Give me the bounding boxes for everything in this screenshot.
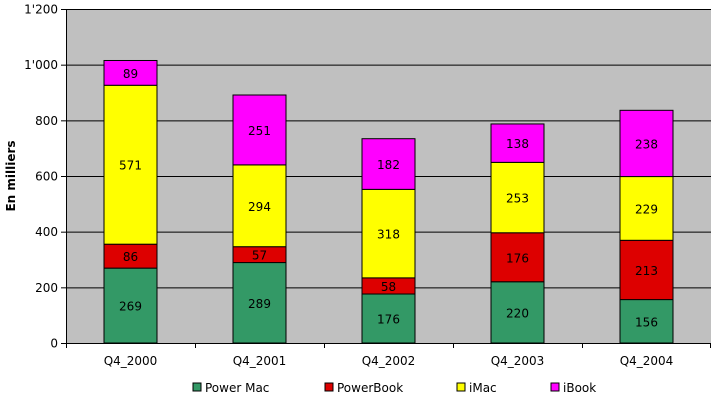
x-tick-label: Q4_2004 bbox=[620, 354, 674, 368]
bar-segment bbox=[361, 188, 416, 279]
bar-segment bbox=[232, 164, 287, 248]
data-label: 86 bbox=[123, 250, 138, 264]
bar-segment bbox=[361, 138, 416, 190]
data-label: 57 bbox=[252, 249, 267, 263]
y-tick-label: 200 bbox=[35, 281, 58, 295]
bar-segment bbox=[619, 239, 674, 301]
legend-label: PowerBook bbox=[337, 381, 403, 395]
x-tick-label: Q4_2000 bbox=[104, 354, 158, 368]
data-label: 89 bbox=[123, 67, 138, 81]
x-tick-label: Q4_2001 bbox=[233, 354, 287, 368]
data-label: 253 bbox=[506, 192, 529, 206]
data-label: 213 bbox=[635, 264, 658, 278]
bar-segment bbox=[490, 281, 545, 344]
y-tick-label: 1'000 bbox=[24, 58, 58, 72]
x-tick-label: Q4_2002 bbox=[362, 354, 416, 368]
data-label: 229 bbox=[635, 202, 658, 216]
bar-segment bbox=[619, 299, 674, 344]
bar-segment bbox=[103, 267, 158, 344]
data-label: 269 bbox=[119, 300, 142, 314]
y-tick-label: 0 bbox=[50, 337, 58, 351]
legend-swatch bbox=[456, 382, 466, 392]
data-label: 289 bbox=[248, 297, 271, 311]
y-tick-label: 400 bbox=[35, 225, 58, 239]
data-label: 182 bbox=[377, 158, 400, 172]
data-label: 58 bbox=[381, 280, 396, 294]
legend-swatch bbox=[550, 382, 560, 392]
legend-swatch bbox=[324, 382, 334, 392]
data-label: 238 bbox=[635, 137, 658, 151]
data-label: 220 bbox=[506, 306, 529, 320]
legend-label: iBook bbox=[563, 381, 596, 395]
data-label: 294 bbox=[248, 200, 271, 214]
y-axis-label: En milliers bbox=[4, 140, 18, 211]
bar-segment bbox=[490, 161, 545, 234]
bar-segment bbox=[490, 123, 545, 163]
legend-label: Power Mac bbox=[205, 381, 269, 395]
data-label: 571 bbox=[119, 159, 142, 173]
data-label: 138 bbox=[506, 137, 529, 151]
bar-segment bbox=[490, 232, 545, 283]
data-label: 176 bbox=[377, 313, 400, 327]
data-label: 176 bbox=[506, 251, 529, 265]
y-tick-label: 600 bbox=[35, 170, 58, 184]
y-tick-label: 1'200 bbox=[24, 3, 58, 17]
bar-segment bbox=[619, 176, 674, 241]
legend-swatch bbox=[192, 382, 202, 392]
data-label: 251 bbox=[248, 124, 271, 138]
bar-segment bbox=[232, 94, 287, 166]
bar-segment bbox=[619, 109, 674, 178]
x-tick-label: Q4_2003 bbox=[491, 354, 545, 368]
bar-segment bbox=[103, 59, 158, 86]
data-label: 156 bbox=[635, 315, 658, 329]
y-tick-label: 800 bbox=[35, 114, 58, 128]
legend-label: iMac bbox=[469, 381, 497, 395]
data-label: 318 bbox=[377, 228, 400, 242]
